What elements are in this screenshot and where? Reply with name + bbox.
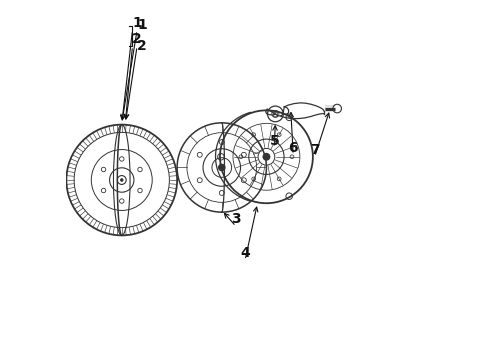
Text: 1: 1	[132, 16, 142, 30]
Text: 2: 2	[132, 32, 142, 46]
Text: 2: 2	[137, 39, 147, 53]
Text: 6: 6	[289, 141, 298, 155]
Text: 5: 5	[270, 134, 279, 148]
Circle shape	[219, 165, 225, 171]
Text: 4: 4	[240, 246, 250, 260]
Text: 7: 7	[310, 143, 319, 157]
Text: 3: 3	[231, 212, 241, 226]
Circle shape	[121, 179, 123, 181]
Text: 1: 1	[137, 18, 147, 32]
Circle shape	[263, 153, 270, 160]
